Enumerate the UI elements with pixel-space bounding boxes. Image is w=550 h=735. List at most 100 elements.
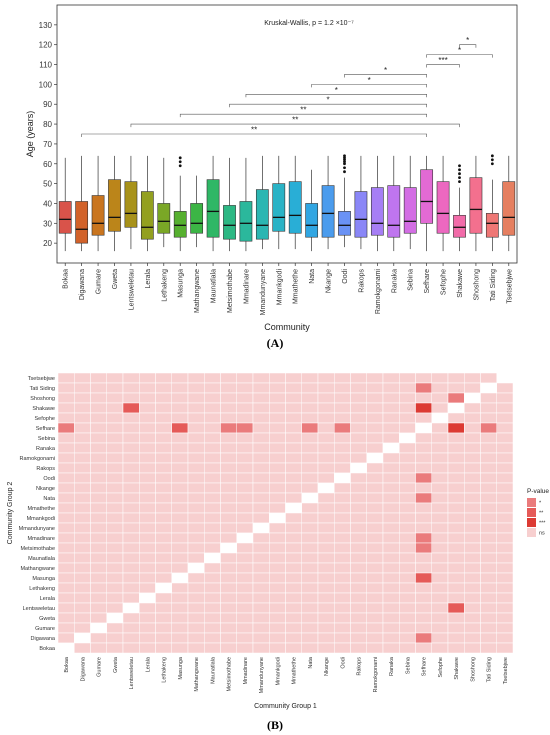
heatmap-cell — [204, 532, 221, 544]
heatmap-cell — [415, 502, 432, 514]
x-tick-label: Ramokgonami — [375, 269, 382, 315]
heatmap-cell — [171, 382, 189, 394]
heatmap-cell — [269, 482, 286, 494]
box-mmadinare — [239, 201, 253, 242]
heatmap-cell — [285, 492, 302, 504]
x-tick-label: Lethakeng — [161, 269, 168, 302]
heatmap-cell — [317, 432, 335, 444]
heatmap-cell — [171, 612, 189, 624]
box-masunga — [173, 211, 187, 238]
heatmap-cell — [106, 562, 124, 574]
heatmap-cell — [90, 592, 107, 604]
heatmap-cell — [447, 522, 465, 534]
heatmap-cell — [139, 632, 156, 644]
heatmap-cell — [57, 452, 75, 464]
significance-bracket — [81, 133, 427, 137]
heatmap-cell — [155, 562, 172, 574]
heatmap-cell — [204, 552, 221, 564]
heatmap-cell — [350, 462, 367, 474]
heatmap-cell — [252, 392, 270, 404]
heatmap-cell — [171, 542, 189, 554]
heatmap-cell — [366, 572, 384, 584]
x-tick-label: Sefhare — [422, 657, 428, 676]
heatmap-cell — [252, 522, 270, 534]
heatmap-cell — [57, 422, 75, 434]
heatmap-cell — [155, 642, 172, 654]
x-tick-label: Gweta — [113, 656, 119, 673]
heatmap-cell — [382, 372, 400, 384]
y-tick-label: Mathangwane — [20, 566, 55, 572]
heatmap-cell — [285, 592, 302, 604]
x-tick-label: Mathangwane — [194, 657, 200, 692]
heatmap-cell — [269, 502, 286, 514]
heatmap-cell — [122, 372, 140, 384]
heatmap-cell — [106, 452, 124, 464]
heatmap-cell — [496, 502, 514, 514]
significance-label: *** — [438, 56, 447, 65]
heatmap-cell — [252, 562, 270, 574]
heatmap-cell — [74, 552, 91, 564]
heatmap-cell — [285, 632, 302, 644]
outlier-point — [490, 158, 494, 162]
heatmap-cell — [57, 572, 75, 584]
x-tick-label: Sefophe — [441, 269, 448, 295]
heatmap-cell — [334, 392, 351, 404]
heatmap-cell — [447, 602, 465, 614]
significance-bracket — [426, 64, 460, 68]
heatmap-cell — [317, 602, 335, 614]
heatmap-cell — [236, 372, 254, 384]
heatmap-cell — [269, 632, 286, 644]
heatmap-cell — [464, 432, 481, 444]
heatmap-cell — [106, 472, 124, 484]
heatmap-cell — [106, 592, 124, 604]
heatmap-cell — [269, 622, 286, 634]
heatmap-cell — [366, 462, 384, 474]
heatmap-cell — [447, 622, 465, 634]
heatmap-cell — [350, 452, 367, 464]
heatmap-cell — [139, 582, 156, 594]
heatmap-cell — [204, 592, 221, 604]
heatmap-cell — [122, 542, 140, 554]
heatmap-cell — [334, 532, 351, 544]
heatmap-cell — [334, 602, 351, 614]
heatmap-cell — [447, 552, 465, 564]
heatmap-cell — [399, 432, 416, 444]
heatmap-cell — [252, 382, 270, 394]
heatmap-cell — [431, 602, 449, 614]
x-tick-label: Oodi — [342, 269, 349, 284]
heatmap-cell — [171, 522, 189, 534]
heatmap-panel: Tsetsebjwe Tati Siding Shoshong Shakawe Sefo… — [7, 372, 549, 710]
y-tick-label: Lethakeng — [29, 586, 55, 592]
x-tick-label: Lerala — [145, 269, 152, 289]
heatmap-cell — [155, 602, 172, 614]
heatmap-cell — [415, 602, 432, 614]
heatmap-cell — [236, 382, 254, 394]
heatmap-cell — [431, 502, 449, 514]
heatmap-cell — [415, 412, 432, 424]
heatmap-cell — [447, 452, 465, 464]
heatmap-cell — [269, 642, 286, 654]
heatmap-cell — [431, 642, 449, 654]
heatmap-cell — [415, 532, 432, 544]
heatmap-cell — [220, 382, 237, 394]
heatmap-cell — [204, 482, 221, 494]
heatmap-cell — [480, 632, 497, 644]
heatmap-cell — [187, 532, 205, 544]
heatmap-cell — [399, 532, 416, 544]
heatmap-cell — [399, 492, 416, 504]
heatmap-cell — [301, 542, 319, 554]
heatmap-cell — [155, 572, 172, 584]
heatmap-cell — [382, 412, 400, 424]
heatmap-cell — [496, 472, 514, 484]
heatmap-cell — [317, 582, 335, 594]
heatmap-cell — [399, 402, 416, 414]
heatmap-cell — [285, 622, 302, 634]
heatmap-cell — [366, 622, 384, 634]
legend-swatch — [527, 518, 536, 527]
heatmap-cell — [74, 642, 91, 654]
heatmap-cell — [187, 562, 205, 574]
heatmap-cell — [252, 482, 270, 494]
heatmap-cell — [155, 372, 172, 384]
x-tick-label: Ranaka — [391, 269, 398, 293]
